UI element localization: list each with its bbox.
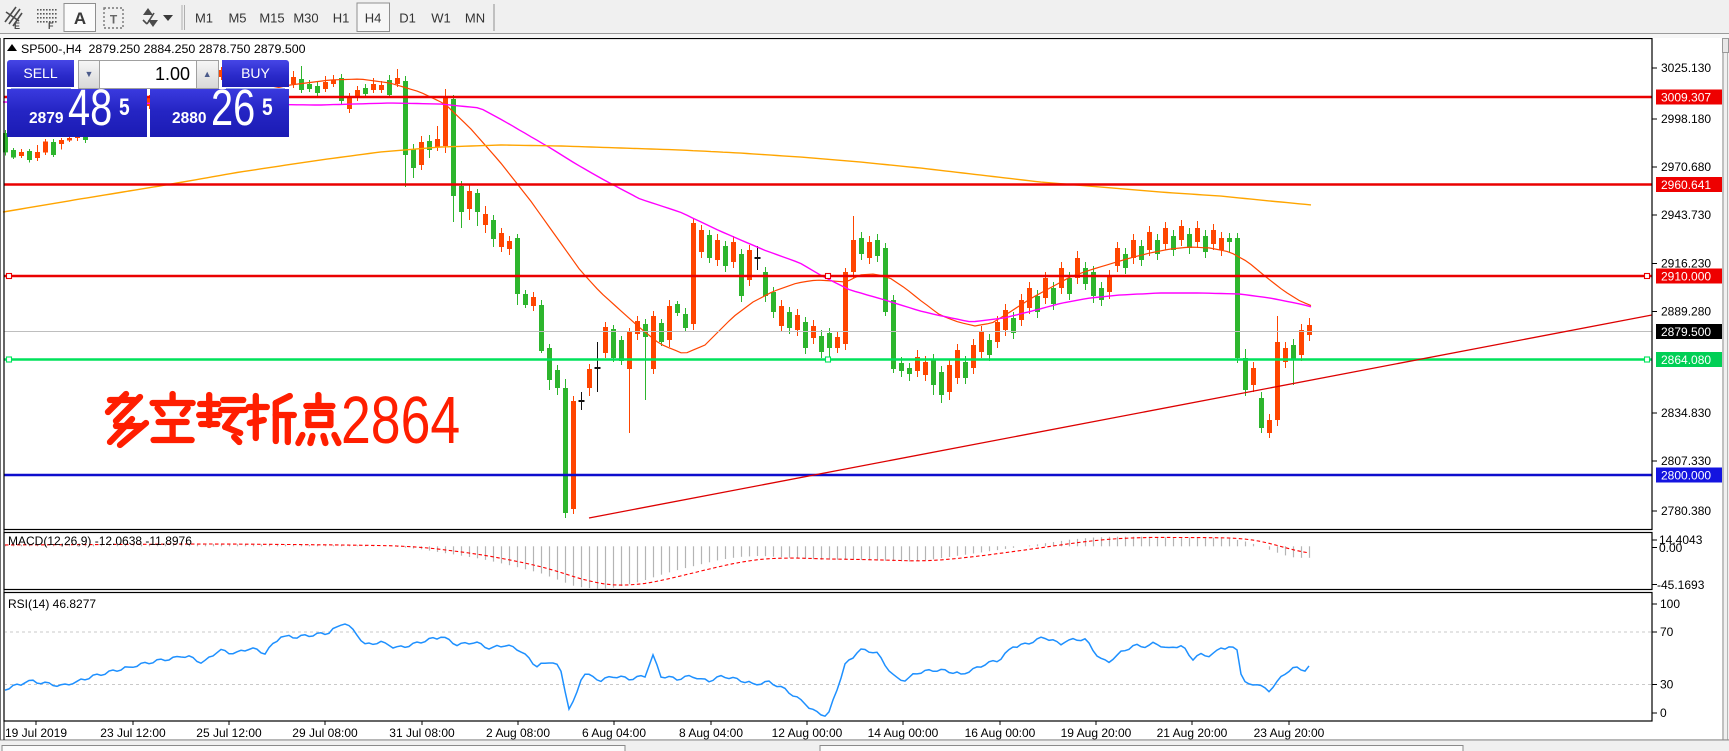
svg-text:2998.180: 2998.180: [1661, 112, 1711, 126]
svg-text:0: 0: [1660, 706, 1667, 720]
svg-text:RSI(14) 46.8277: RSI(14) 46.8277: [8, 597, 96, 611]
svg-text:D1: D1: [399, 11, 416, 26]
svg-text:2864: 2864: [341, 382, 460, 457]
svg-text:16 Aug 00:00: 16 Aug 00:00: [965, 726, 1036, 740]
svg-text:MACD(12,26,9) -12.0638 -11.897: MACD(12,26,9) -12.0638 -11.8976: [8, 534, 192, 548]
svg-text:31 Jul 08:00: 31 Jul 08:00: [389, 726, 455, 740]
svg-text:3025.130: 3025.130: [1661, 61, 1711, 75]
svg-text:21 Aug 20:00: 21 Aug 20:00: [1157, 726, 1228, 740]
svg-text:100: 100: [1660, 597, 1680, 611]
svg-text:12 Aug 00:00: 12 Aug 00:00: [772, 726, 843, 740]
svg-text:19 Aug 20:00: 19 Aug 20:00: [1061, 726, 1132, 740]
svg-text:M15: M15: [259, 11, 284, 26]
svg-text:2916.230: 2916.230: [1661, 257, 1711, 271]
svg-text:6 Aug 04:00: 6 Aug 04:00: [582, 726, 646, 740]
svg-text:0.00: 0.00: [1659, 541, 1683, 555]
svg-text:8 Aug 04:00: 8 Aug 04:00: [679, 726, 743, 740]
svg-text:2780.380: 2780.380: [1661, 504, 1711, 518]
svg-text:2960.641: 2960.641: [1661, 178, 1711, 192]
svg-text:H4: H4: [365, 11, 382, 26]
svg-text:19 Jul 2019: 19 Jul 2019: [5, 726, 67, 740]
svg-text:E: E: [14, 21, 20, 31]
svg-text:2943.730: 2943.730: [1661, 208, 1711, 222]
svg-text:2864.080: 2864.080: [1661, 353, 1711, 367]
svg-text:3009.307: 3009.307: [1661, 91, 1711, 105]
svg-text:SP500-,H4 2879.250 2884.250 2: SP500-,H4 2879.250 2884.250 2878.750 287…: [21, 42, 306, 56]
svg-text:M5: M5: [228, 11, 246, 26]
svg-text:2800.000: 2800.000: [1661, 469, 1711, 483]
svg-text:2910.000: 2910.000: [1661, 270, 1711, 284]
svg-text:T: T: [110, 13, 118, 27]
svg-text:23 Jul 12:00: 23 Jul 12:00: [100, 726, 166, 740]
svg-text:MN: MN: [465, 11, 485, 26]
svg-text:F: F: [48, 21, 54, 31]
svg-text:H1: H1: [333, 11, 350, 26]
svg-text:2 Aug 08:00: 2 Aug 08:00: [486, 726, 550, 740]
svg-text:2879.500: 2879.500: [1661, 325, 1711, 339]
svg-text:25 Jul 12:00: 25 Jul 12:00: [196, 726, 262, 740]
svg-text:A: A: [74, 9, 86, 28]
svg-text:M30: M30: [293, 11, 318, 26]
svg-text:2970.680: 2970.680: [1661, 160, 1711, 174]
svg-text:W1: W1: [431, 11, 451, 26]
svg-text:14 Aug 00:00: 14 Aug 00:00: [868, 726, 939, 740]
svg-text:14.4043: 14.4043: [1659, 533, 1703, 547]
svg-text:70: 70: [1660, 625, 1674, 639]
svg-text:2889.280: 2889.280: [1661, 305, 1711, 319]
svg-text:29 Jul 08:00: 29 Jul 08:00: [292, 726, 358, 740]
svg-text:M1: M1: [195, 11, 213, 26]
svg-text:-45.1693: -45.1693: [1657, 578, 1705, 592]
svg-text:2807.330: 2807.330: [1661, 454, 1711, 468]
svg-text:2834.830: 2834.830: [1661, 406, 1711, 420]
svg-text:30: 30: [1660, 678, 1674, 692]
svg-text:23 Aug 20:00: 23 Aug 20:00: [1254, 726, 1325, 740]
